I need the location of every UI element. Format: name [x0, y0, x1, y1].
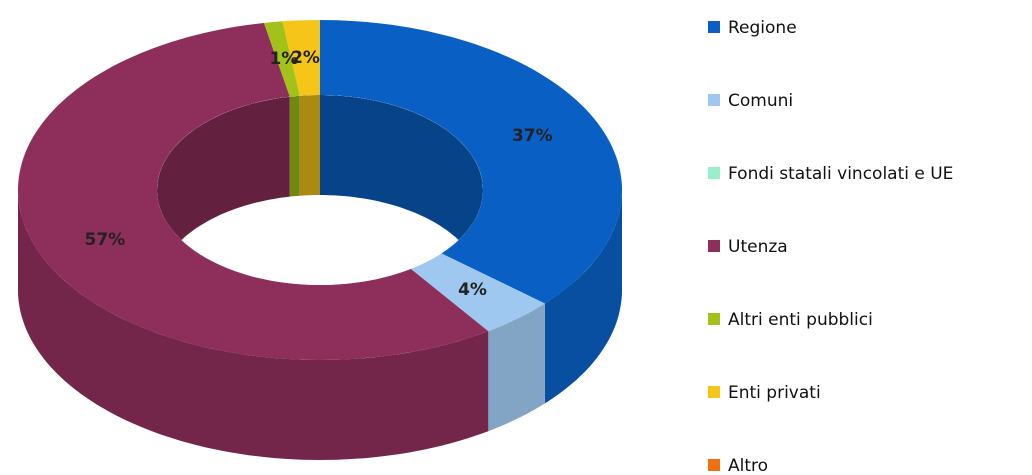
legend-label: Enti privati — [728, 383, 821, 403]
data-label: 1% — [270, 49, 299, 69]
slice-inner-wall — [299, 95, 320, 196]
slice-side — [18, 190, 489, 460]
legend-swatch — [708, 167, 720, 179]
legend-swatch — [708, 21, 720, 33]
legend-label: Utenza — [728, 237, 788, 257]
slice-side — [488, 303, 545, 432]
legend-swatch — [708, 386, 720, 398]
data-label: 2% — [291, 48, 320, 68]
slice — [282, 20, 320, 96]
slice — [410, 253, 545, 332]
data-label: 37% — [512, 126, 553, 146]
legend-swatch — [708, 313, 720, 325]
data-labels: 37% 4% 57% 1%2% — [85, 48, 553, 300]
legend-label: Altro — [728, 456, 768, 475]
slice-inner-wall — [289, 95, 300, 197]
legend-swatch — [708, 240, 720, 252]
legend-swatch — [708, 94, 720, 106]
legend-label: Comuni — [728, 91, 793, 111]
legend-label: Altri enti pubblici — [728, 310, 873, 330]
slice-inner-wall — [320, 95, 483, 285]
top-faces — [18, 20, 622, 360]
data-label: 4% — [458, 280, 487, 300]
legend-label: Regione — [728, 18, 797, 38]
slice — [18, 23, 489, 360]
slice-inner-wall — [157, 96, 290, 285]
legend: Regione Comuni Fondi statali vincolati e U… — [708, 18, 953, 475]
slice — [320, 20, 622, 304]
side-walls — [18, 190, 622, 460]
legend-swatch — [708, 459, 720, 471]
hole — [157, 95, 483, 285]
legend-label: Fondi statali vincolati e UE — [728, 164, 953, 184]
slice-side — [544, 190, 622, 404]
data-label: 57% — [85, 230, 126, 250]
slice — [264, 21, 300, 97]
